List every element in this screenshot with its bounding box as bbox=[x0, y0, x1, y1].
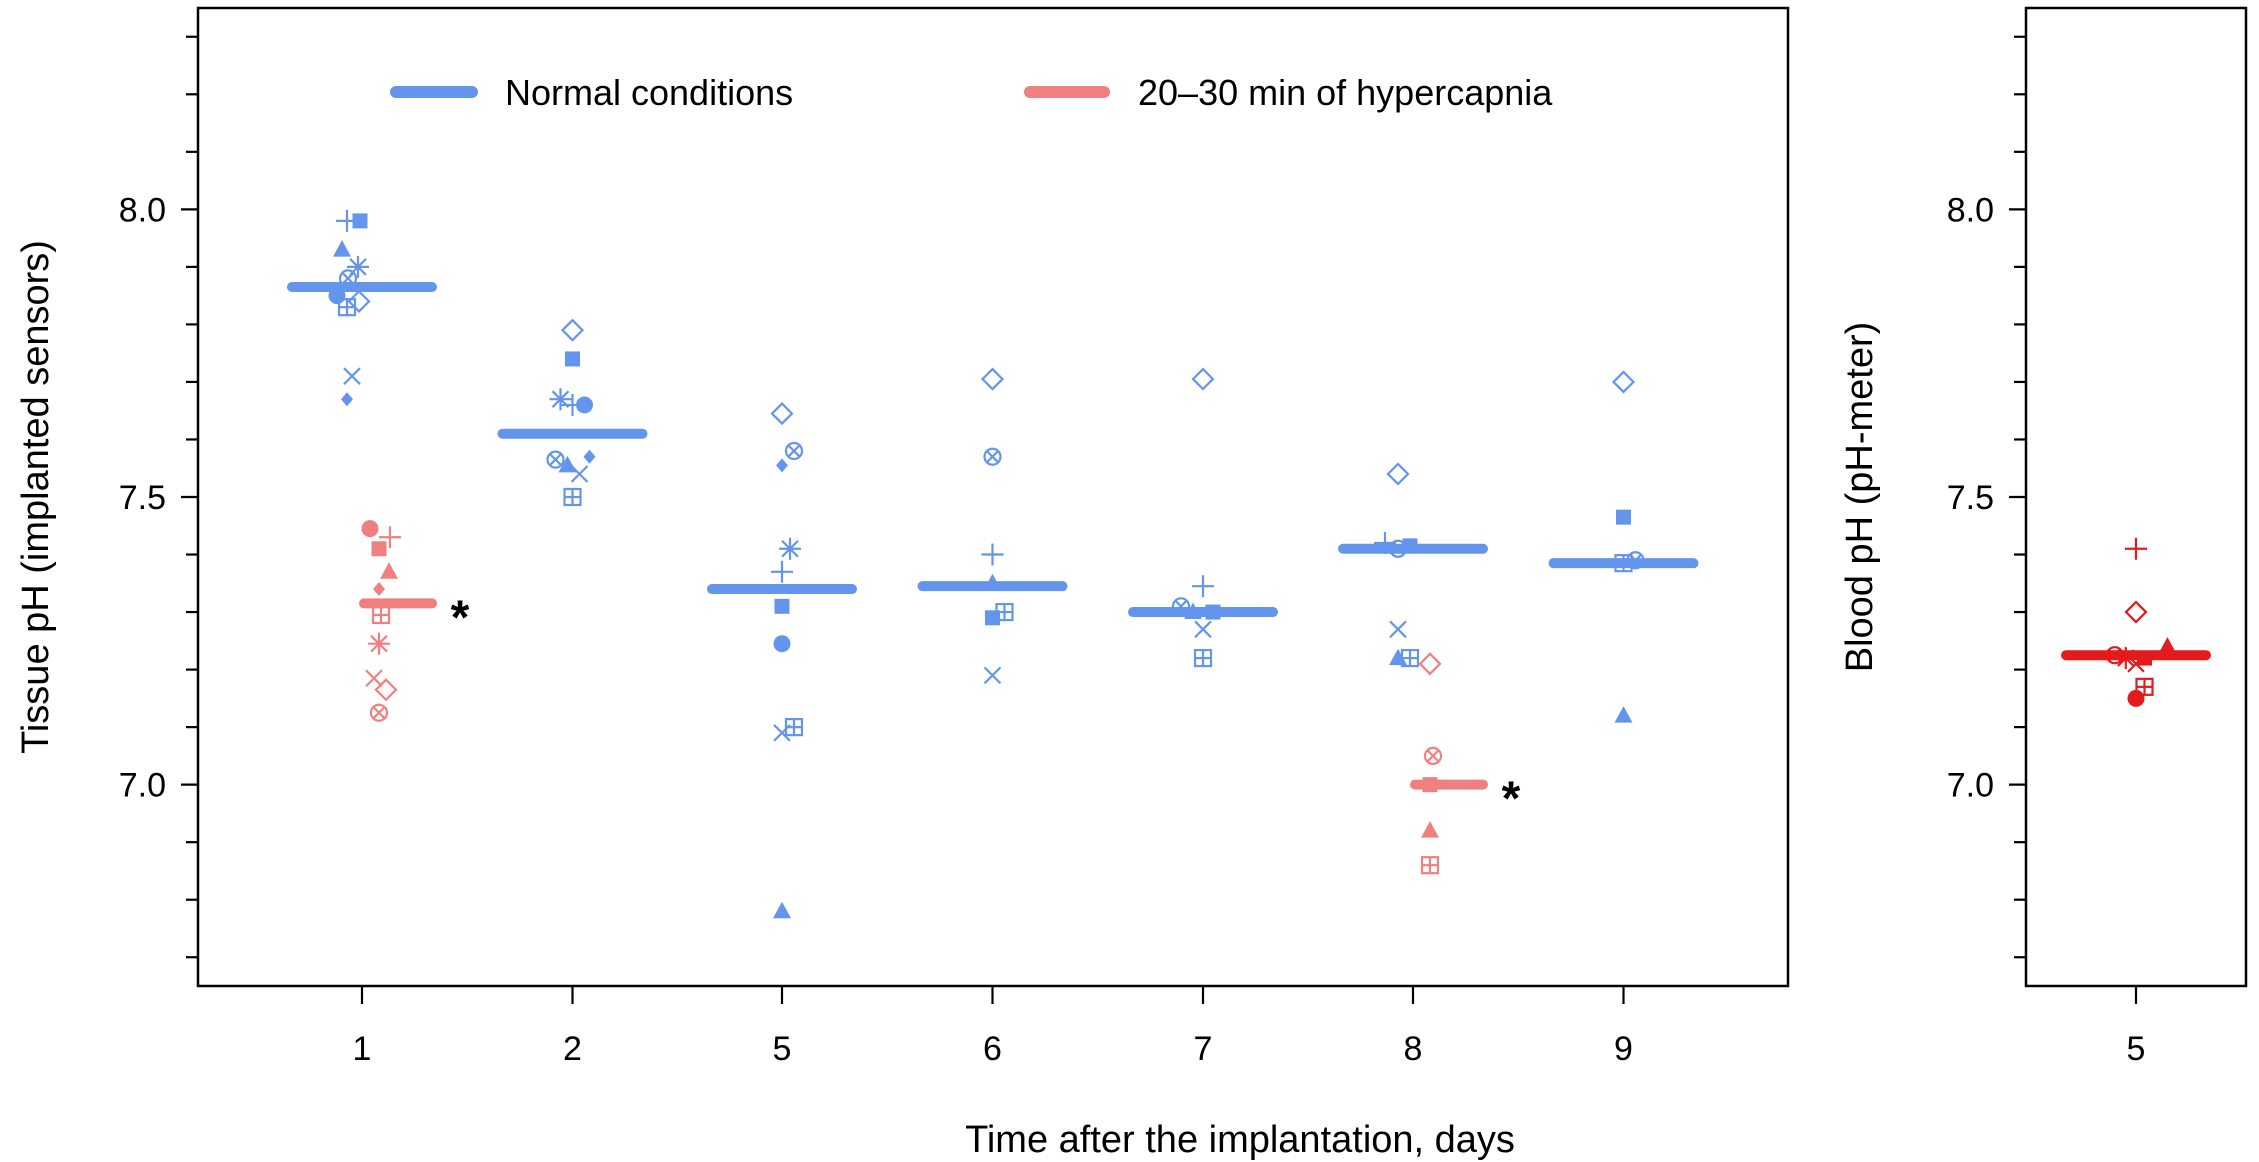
data-point-square-plus bbox=[563, 487, 582, 507]
data-point-circle bbox=[576, 396, 593, 414]
marks-layer: ** bbox=[287, 209, 2211, 919]
data-point-diamond-open bbox=[374, 678, 398, 702]
data-point-circle bbox=[2127, 689, 2145, 707]
data-point-square-plus bbox=[371, 605, 391, 625]
data-point-triangle bbox=[1184, 602, 1202, 620]
data-point-square-plus bbox=[1420, 856, 1440, 875]
data-point-circle-x bbox=[784, 441, 804, 461]
x-tick-label: 5 bbox=[2127, 1030, 2146, 1068]
data-point-asterisk bbox=[779, 537, 801, 560]
x-tick-label: 2 bbox=[563, 1030, 582, 1068]
data-point-diamond-open bbox=[770, 402, 794, 426]
tissue-ph-plot-frame bbox=[196, 6, 1790, 988]
data-point-plus bbox=[771, 560, 793, 583]
data-point-asterisk bbox=[368, 632, 390, 655]
data-point-asterisk bbox=[549, 388, 572, 411]
data-point-diamond-open bbox=[1611, 370, 1636, 394]
x-tick-label: 9 bbox=[1614, 1030, 1633, 1068]
data-point-triangle bbox=[380, 562, 398, 579]
x-tick-label: 5 bbox=[773, 1030, 792, 1068]
data-point-triangle bbox=[773, 901, 791, 919]
data-point-square-plus bbox=[2135, 677, 2154, 696]
data-point-diamond bbox=[776, 458, 788, 473]
data-point-plus bbox=[981, 543, 1004, 566]
data-point-square bbox=[371, 541, 387, 557]
data-point-cross bbox=[983, 666, 1002, 685]
data-point-circle-x bbox=[1171, 597, 1191, 616]
legend-label-hypercapnia: 20–30 min of hypercapnia bbox=[1138, 72, 1553, 113]
y-tick-label: 7.5 bbox=[1947, 479, 1994, 517]
blood-ph-plot-frame bbox=[2024, 6, 2248, 988]
significance-star: * bbox=[451, 591, 470, 644]
data-point-diamond-open bbox=[560, 318, 585, 342]
data-point-diamond-open bbox=[1386, 462, 1410, 486]
data-point-cross bbox=[570, 465, 589, 483]
data-point-triangle bbox=[1421, 821, 1439, 838]
data-point-circle-x bbox=[1626, 551, 1645, 570]
data-point-cross bbox=[343, 367, 361, 385]
data-point-square-plus bbox=[1400, 648, 1420, 668]
data-point-diamond bbox=[341, 392, 353, 407]
data-point-diamond-open bbox=[347, 289, 371, 313]
y-tick-label: 8.0 bbox=[119, 191, 166, 229]
data-point-square bbox=[2137, 650, 2152, 666]
legend-label-normal: Normal conditions bbox=[505, 72, 793, 113]
data-point-plus bbox=[2125, 537, 2147, 560]
data-point-diamond-open bbox=[2124, 600, 2148, 624]
data-point-triangle bbox=[1614, 706, 1633, 723]
data-point-circle bbox=[773, 635, 791, 653]
x-tick-label: 1 bbox=[353, 1030, 372, 1068]
y-tick-label: 7.5 bbox=[119, 479, 166, 517]
data-point-square bbox=[565, 351, 580, 367]
data-point-square bbox=[1616, 509, 1631, 525]
axes-layer: 7.0 7.5 8.0 1 2 5 6 7 8 9 7.0 7.5 8.0 5 bbox=[119, 35, 2146, 1068]
data-point-square bbox=[352, 213, 368, 229]
data-point-square-plus bbox=[337, 298, 357, 317]
significance-star: * bbox=[1502, 773, 1521, 826]
data-point-asterisk bbox=[2114, 647, 2137, 670]
data-point-circle bbox=[361, 520, 379, 538]
data-point-cross bbox=[365, 669, 383, 687]
y-tick-label: 7.0 bbox=[1947, 767, 1994, 805]
data-point-triangle bbox=[983, 573, 1002, 591]
data-point-circle-x bbox=[338, 269, 358, 288]
data-point-circle-x bbox=[1388, 539, 1408, 558]
data-point-diamond bbox=[583, 449, 596, 464]
data-point-square bbox=[1422, 777, 1438, 793]
data-point-square bbox=[985, 610, 1000, 626]
data-point-triangle bbox=[558, 455, 577, 473]
x-tick-label: 7 bbox=[1194, 1030, 1213, 1068]
data-point-circle-x bbox=[369, 703, 389, 722]
data-point-circle-x bbox=[983, 447, 1002, 466]
data-point-triangle bbox=[333, 240, 351, 257]
data-point-diamond-open bbox=[1418, 652, 1442, 676]
data-point-plus bbox=[1192, 575, 1214, 598]
data-point-circle-x bbox=[546, 450, 565, 469]
data-point-circle-x bbox=[1423, 746, 1443, 765]
x-tick-label: 6 bbox=[983, 1030, 1002, 1068]
blood-y-axis-title: Blood pH (pH-meter) bbox=[1839, 322, 1881, 673]
x-axis-title: Time after the implantation, days bbox=[965, 1119, 1515, 1161]
data-point-diamond-open bbox=[1191, 367, 1215, 391]
tissue-y-axis-title: Tissue pH (implanted sensors) bbox=[15, 240, 57, 754]
y-tick-label: 8.0 bbox=[1947, 191, 1994, 229]
data-point-square bbox=[774, 598, 790, 614]
data-point-cross bbox=[773, 724, 791, 742]
data-point-square-plus bbox=[1193, 648, 1213, 668]
data-point-plus bbox=[379, 526, 401, 549]
y-tick-label: 7.0 bbox=[119, 767, 166, 805]
data-point-cross bbox=[1389, 620, 1407, 639]
data-point-circle bbox=[328, 287, 346, 305]
legend: Normal conditions 20–30 min of hypercapn… bbox=[390, 72, 1553, 113]
data-point-cross bbox=[1194, 620, 1212, 639]
data-point-diamond-open bbox=[980, 367, 1005, 391]
data-point-diamond bbox=[373, 582, 385, 597]
data-point-square bbox=[1205, 604, 1221, 620]
x-tick-label: 8 bbox=[1404, 1030, 1423, 1068]
data-point-triangle bbox=[2158, 637, 2177, 654]
